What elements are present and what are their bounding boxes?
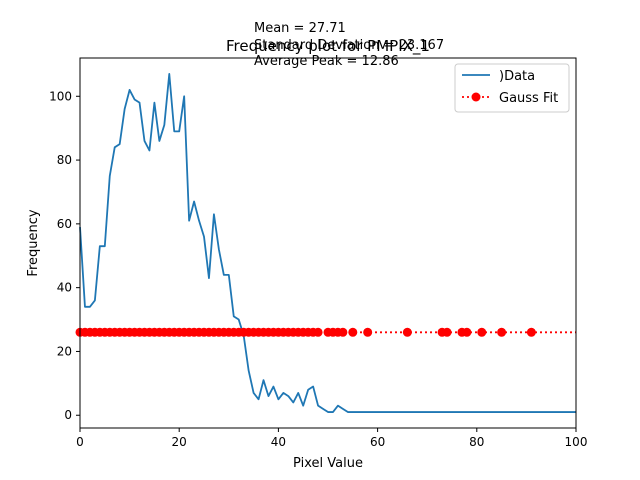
x-tick-label: 20 xyxy=(172,435,187,449)
y-tick-label: 0 xyxy=(64,408,72,422)
series-data-line xyxy=(79,73,576,413)
gauss-fit-point xyxy=(338,327,348,337)
gauss-fit-point xyxy=(477,327,487,337)
x-tick-label: 60 xyxy=(370,435,385,449)
data-layer xyxy=(75,73,576,413)
legend: )Data Gauss Fit xyxy=(454,63,570,113)
y-tick-label: 100 xyxy=(49,89,72,103)
chart-title: Frequency plot for PMPIX_1 xyxy=(226,37,430,56)
gauss-fit-point xyxy=(462,327,472,337)
gauss-fit-point xyxy=(526,327,536,337)
legend-box xyxy=(454,63,570,113)
gauss-fit-point xyxy=(442,327,452,337)
gauss-fit-point xyxy=(497,327,507,337)
y-tick-label: 40 xyxy=(57,281,72,295)
y-axis-label: Frequency xyxy=(26,209,41,276)
x-axis-label: Pixel Value xyxy=(293,456,363,471)
x-tick-label: 40 xyxy=(271,435,286,449)
legend-data-label: )Data xyxy=(499,69,535,84)
gauss-fit-point xyxy=(402,327,412,337)
y-axis-ticks: 0 20 40 60 80 100 xyxy=(49,89,80,422)
gauss-fit-point xyxy=(348,327,358,337)
annotation-avg-peak: Average Peak = 12.86 xyxy=(254,54,399,69)
y-tick-label: 20 xyxy=(57,344,72,358)
stats-annotation: Mean = 27.71 Standard Deviation = 23.167… xyxy=(254,21,444,69)
y-tick-label: 80 xyxy=(57,153,72,167)
plot-area: 0 20 40 60 80 100 0 20 40 60 80 100 xyxy=(49,57,587,449)
x-axis-ticks: 0 20 40 60 80 100 xyxy=(76,428,587,449)
axes-frame xyxy=(79,57,577,429)
legend-gauss-label: Gauss Fit xyxy=(499,91,558,106)
legend-gauss-marker xyxy=(471,92,481,102)
x-tick-label: 80 xyxy=(469,435,484,449)
gauss-fit-point xyxy=(313,327,323,337)
y-tick-label: 60 xyxy=(57,217,72,231)
gauss-fit-point xyxy=(363,327,373,337)
annotation-mean: Mean = 27.71 xyxy=(254,21,346,36)
x-tick-label: 0 xyxy=(76,435,84,449)
annotation-std: Standard Deviation = 23.167 xyxy=(254,38,444,53)
x-tick-label: 100 xyxy=(565,435,588,449)
